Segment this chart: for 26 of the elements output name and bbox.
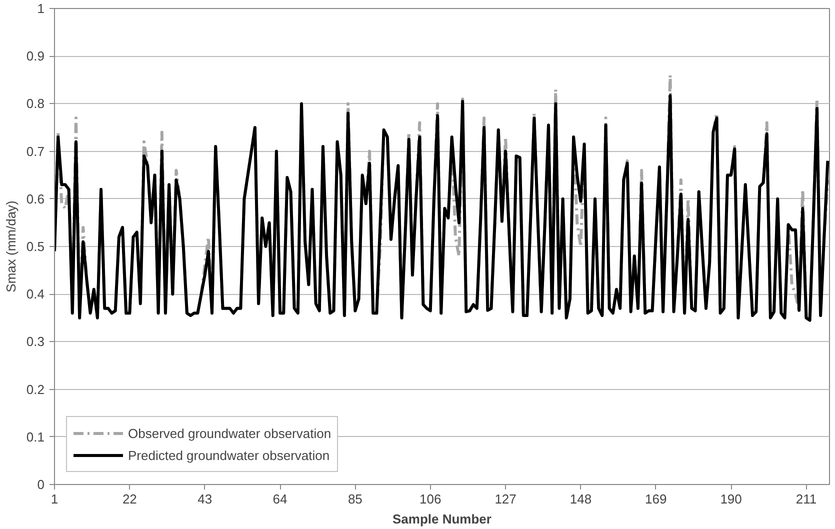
x-tick-label: 106 (420, 492, 442, 506)
y-tick-label: 0.6 (26, 191, 45, 206)
x-tick-label: 64 (272, 492, 288, 506)
y-tick-label: 0.9 (26, 48, 45, 64)
y-axis-title: Smax (mm/day) (3, 200, 18, 292)
y-tick-label: 1 (37, 1, 45, 16)
x-axis-title: Sample Number (392, 512, 492, 526)
legend-label: Observed groundwater observation (128, 426, 332, 440)
y-tick-label: 0 (37, 477, 45, 492)
legend-label: Predicted groundwater observation (128, 448, 330, 462)
x-tick-label: 148 (570, 492, 592, 506)
x-tick-label: 85 (348, 492, 362, 506)
x-tick-label: 43 (198, 492, 212, 506)
x-tick-label: 1 (50, 492, 58, 506)
y-tick-label: 0.2 (26, 382, 45, 397)
y-tick-label: 0.1 (26, 429, 45, 444)
x-tick-label: 190 (720, 492, 742, 506)
y-tick-label: 0.8 (26, 96, 45, 112)
x-tick-label: 22 (122, 492, 137, 506)
x-tick-label: 211 (796, 492, 817, 506)
x-tick-label: 169 (645, 492, 667, 506)
y-tick-label: 0.4 (26, 286, 45, 302)
y-tick-label: 0.7 (26, 144, 45, 159)
y-tick-label: 0.3 (26, 334, 45, 350)
x-tick-label: 127 (494, 492, 516, 506)
y-tick-label: 0.5 (26, 239, 45, 254)
